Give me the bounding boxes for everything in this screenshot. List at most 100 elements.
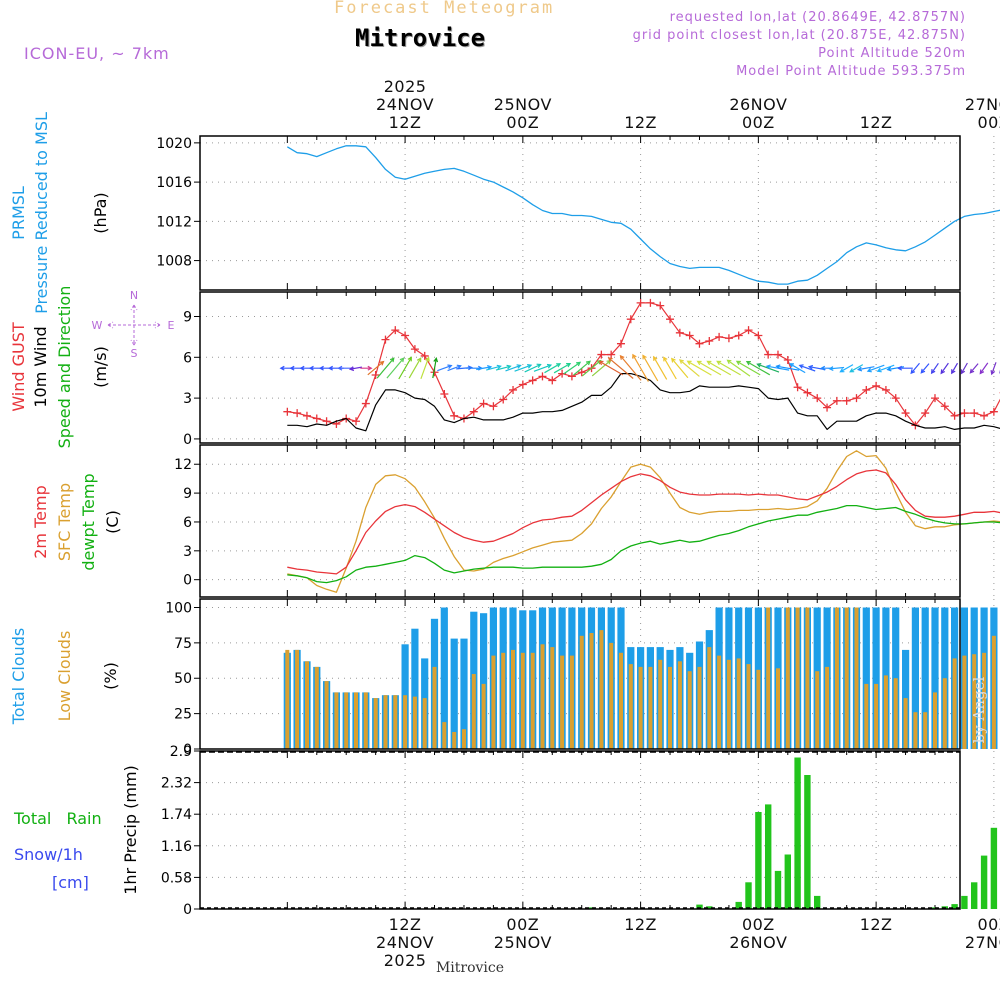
wind-direction-arrow <box>447 364 462 372</box>
wind-gust-marker <box>901 409 910 418</box>
low-cloud-bar <box>982 652 987 749</box>
low-cloud-bar <box>481 683 486 749</box>
pressure-ytick-label: 1012 <box>156 214 192 230</box>
wind-gust-marker <box>577 368 586 377</box>
clouds-panel: 0 25 50 75 100 <box>165 599 998 758</box>
wind-gust-marker <box>823 403 832 412</box>
compass-cross <box>107 304 161 346</box>
pressure-unit: (hPa) <box>91 192 110 233</box>
low-cloud-bar <box>354 692 358 749</box>
low-cloud-bar <box>491 655 496 749</box>
precipitation-ytick-label: 1.16 <box>161 839 192 855</box>
pressure-ylabel-2: Pressure Reduced to MSL <box>32 112 51 314</box>
clouds-ytick-label: 50 <box>174 671 192 687</box>
wind-direction-arrow <box>432 357 439 379</box>
wind-direction-arrow <box>398 356 412 380</box>
temperature-frame <box>199 444 961 598</box>
wind-direction-arrow <box>486 364 502 371</box>
total-cloud-bar <box>480 613 488 749</box>
clouds-ylabel-total: Total Clouds <box>9 628 28 726</box>
wind-gust-marker <box>518 380 527 389</box>
temp-2m-line <box>287 469 1000 575</box>
rain-bar <box>588 907 595 909</box>
wind-ylabel: 10m Wind <box>31 326 50 407</box>
low-cloud-bar <box>962 655 967 749</box>
low-cloud-bar <box>697 666 702 749</box>
wind-gust-marker <box>666 315 675 324</box>
meteogram-subtitle: Forecast Meteogram <box>334 0 555 18</box>
wind-gust-marker <box>499 395 508 404</box>
precipitation-ytick-label: 0.58 <box>161 870 192 886</box>
wind-gust-marker <box>940 402 949 411</box>
precipitation-ytick-label: 2.9 <box>170 744 192 760</box>
time-label-bottom: 2025 <box>384 951 427 970</box>
wind-gust-marker <box>538 372 547 381</box>
low-cloud-bar <box>668 666 672 749</box>
wind-gust-marker <box>675 328 684 337</box>
wind-gust-marker <box>361 399 370 408</box>
compass-rose: N S W E <box>92 289 175 360</box>
wind-ytick-label: 6 <box>183 350 192 366</box>
wind-10m-line <box>287 373 1000 432</box>
low-cloud-bar <box>972 654 977 749</box>
watermark: by Angel <box>970 676 988 743</box>
precipitation-panel: 0 0.58 1.16 1.74 2.32 2.9 <box>161 744 998 918</box>
temperature-ylabel: SFC Temp <box>55 483 74 561</box>
rain-bar <box>745 882 752 909</box>
wind-gust-marker <box>970 409 979 418</box>
time-label-top: 24NOV <box>376 95 434 114</box>
wind-unit: (m/s) <box>91 346 110 388</box>
total-cloud-bar <box>921 607 929 749</box>
wind-gust-marker <box>783 356 792 365</box>
low-cloud-bar <box>658 659 663 749</box>
temperature-ytick-label: 0 <box>183 573 192 589</box>
temperature-ytick-label: 12 <box>174 457 192 473</box>
wind-direction-arrow <box>476 365 493 371</box>
low-cloud-bar <box>383 695 388 749</box>
wind-gust-line <box>287 302 1000 426</box>
wind-gust-marker <box>705 336 714 345</box>
rain-bar <box>990 827 998 909</box>
wind-ylabel: Wind GUST <box>9 322 28 412</box>
total-cloud-bar <box>460 638 468 749</box>
low-cloud-bar <box>933 692 937 749</box>
wind-gust-marker <box>401 331 410 340</box>
wind-direction-arrow <box>920 363 930 374</box>
low-cloud-bar <box>550 647 555 749</box>
low-cloud-bar <box>560 655 565 749</box>
wind-direction-arrow <box>670 357 689 379</box>
precip-label-rain: Total Rain <box>13 809 102 828</box>
low-cloud-bar <box>442 722 447 749</box>
rain-bar <box>804 775 811 909</box>
low-cloud-bar <box>795 607 800 749</box>
low-cloud-bar <box>942 678 947 749</box>
wind-ytick-label: 9 <box>183 309 192 325</box>
temperature-unit: (C) <box>103 510 122 534</box>
time-label-top: 00Z <box>506 113 539 132</box>
low-cloud-bar <box>462 729 466 749</box>
wind-direction-arrow <box>591 359 612 377</box>
wind-gust-marker <box>724 334 733 343</box>
rain-bar <box>706 906 713 909</box>
wind-ytick-label: 0 <box>183 432 192 448</box>
time-label-top: 12Z <box>624 113 657 132</box>
wind-direction-arrow <box>897 365 913 371</box>
wind-direction-arrow <box>735 360 761 376</box>
wind-gust-marker <box>715 332 724 341</box>
rain-bar <box>980 855 988 909</box>
wind-direction-arrow <box>607 357 634 379</box>
low-cloud-bar <box>687 671 692 749</box>
low-cloud-bar <box>717 655 722 749</box>
wind-gust-marker <box>891 394 900 403</box>
low-cloud-bar <box>520 652 525 749</box>
low-cloud-bar <box>452 732 457 749</box>
low-cloud-bar <box>314 666 319 749</box>
wind-gust-marker <box>862 385 871 394</box>
wind-direction-arrow <box>360 365 373 371</box>
compass-east: E <box>168 319 175 332</box>
wind-gust-marker <box>548 376 557 385</box>
rain-bar <box>696 904 703 909</box>
low-cloud-bar <box>707 647 712 749</box>
wind-direction-arrow <box>706 360 732 376</box>
